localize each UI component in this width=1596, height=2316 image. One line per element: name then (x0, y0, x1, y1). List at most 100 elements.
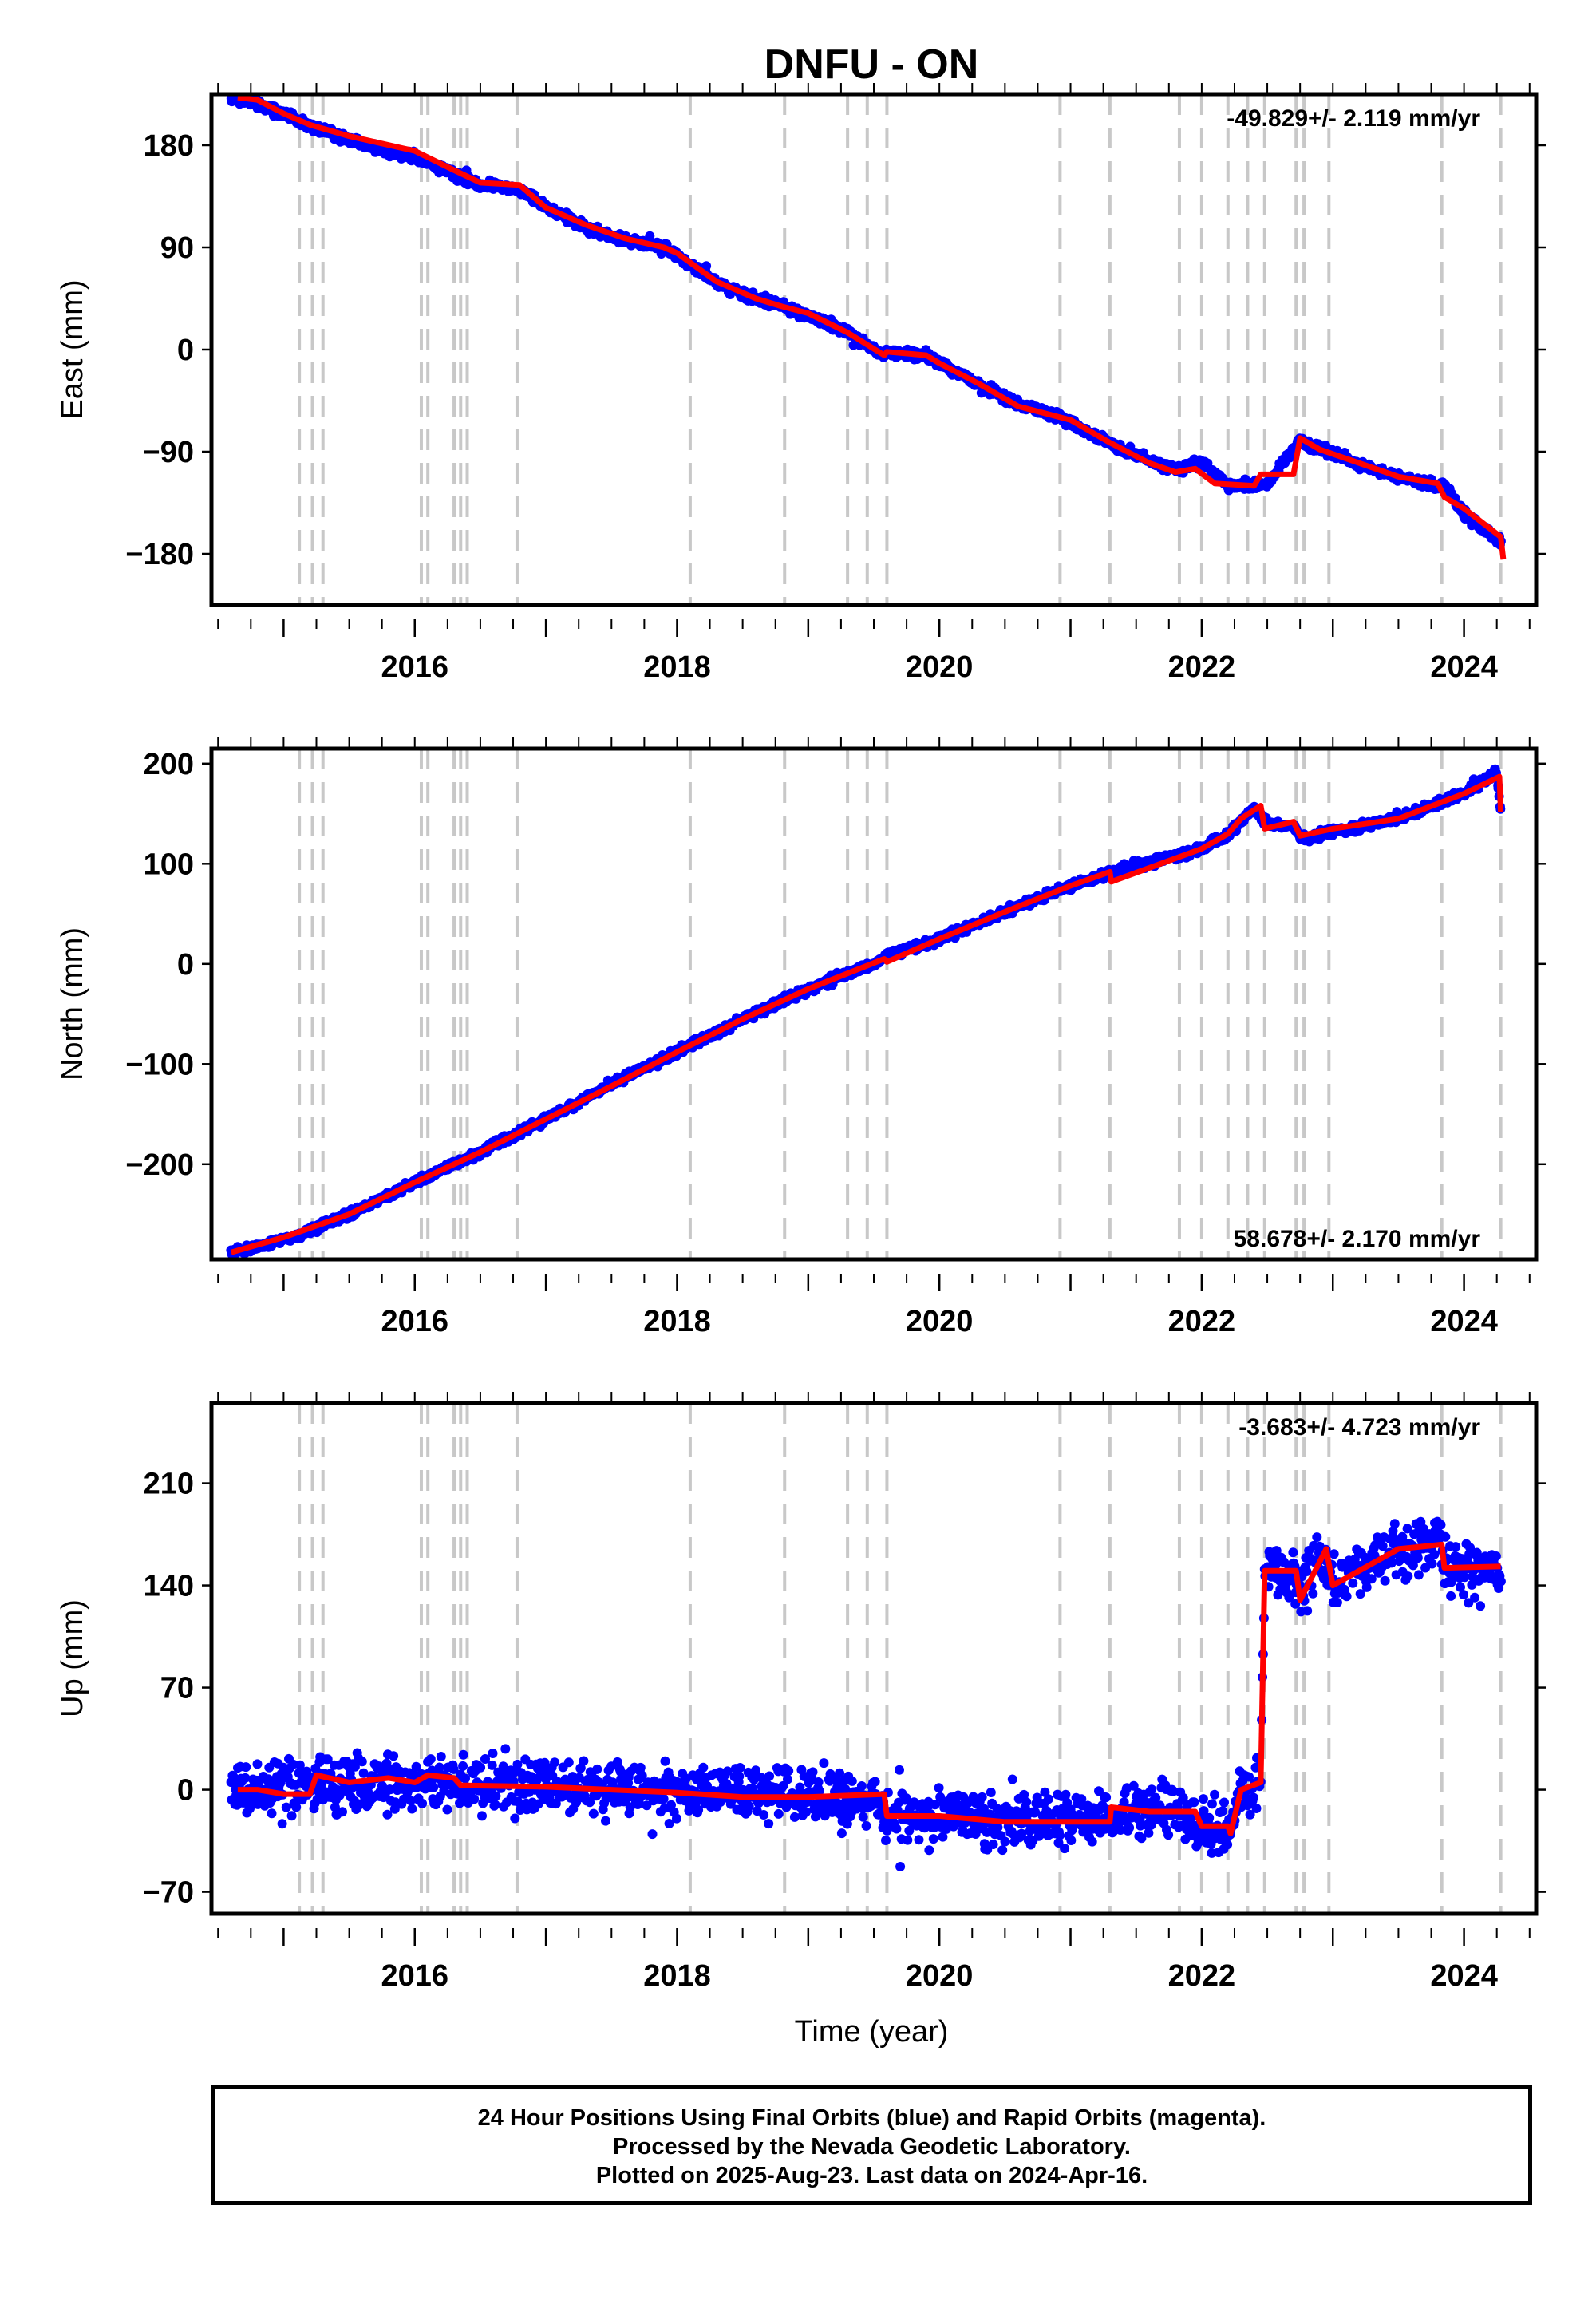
observation-point (647, 1829, 658, 1840)
observation-point (510, 1813, 520, 1824)
observation-point (1060, 1844, 1070, 1854)
observation-point (642, 1800, 652, 1811)
observation-point (1030, 1807, 1041, 1817)
observation-point (836, 1828, 847, 1839)
observation-point (938, 1832, 948, 1842)
observation-point (1146, 1820, 1156, 1830)
observation-point (813, 1777, 824, 1787)
observation-point (856, 1781, 867, 1791)
observation-point (550, 1757, 560, 1768)
y-tick-label: 0 (177, 334, 194, 367)
observation-point (512, 1759, 523, 1769)
observation-point (840, 1784, 851, 1794)
observation-point (977, 1792, 987, 1802)
observation-point (658, 1794, 669, 1804)
observation-point (722, 1766, 733, 1777)
observation-point (895, 1765, 904, 1775)
observation-point (835, 1768, 845, 1778)
observation-point (1189, 1797, 1199, 1808)
observation-point (460, 1773, 470, 1784)
observation-point (281, 1802, 291, 1812)
x-tick-label: 2016 (381, 650, 448, 684)
observation-point (417, 1798, 428, 1808)
y-tick-label: −90 (143, 436, 194, 469)
y-tick-label: −200 (125, 1148, 194, 1182)
x-tick-label: 2016 (381, 1305, 448, 1338)
observation-point (476, 1762, 486, 1773)
observation-point (914, 1835, 924, 1845)
observation-point (338, 1807, 347, 1817)
observation-point (252, 1759, 263, 1769)
x-tick-label: 2018 (643, 1305, 711, 1338)
observation-point (1168, 1786, 1179, 1796)
event-lines-east (298, 94, 1503, 605)
observation-point (881, 1836, 891, 1845)
event-lines-up (298, 1403, 1503, 1914)
observation-point (1054, 1830, 1065, 1840)
observation-point (469, 1794, 480, 1804)
observation-point (385, 1784, 395, 1795)
y-tick-label: 90 (160, 231, 194, 265)
velocity-label-east: -49.829+/- 2.119 mm/yr (1227, 105, 1480, 132)
observation-point (350, 1761, 360, 1772)
observation-point (986, 1788, 996, 1797)
observation-point (764, 1771, 775, 1781)
observation-point (477, 1811, 487, 1821)
observation-point (751, 1765, 760, 1776)
observation-point (1136, 1833, 1147, 1844)
observation-point (240, 1773, 251, 1783)
observation-point (488, 1749, 498, 1758)
observation-point (783, 1774, 792, 1784)
model-line-east (237, 94, 1507, 560)
observation-point (891, 1824, 902, 1834)
observations-up (226, 1516, 1506, 1871)
observation-point (924, 1845, 934, 1856)
observation-point (448, 1764, 459, 1774)
observation-point (784, 1765, 794, 1776)
observation-point (411, 1761, 421, 1772)
observation-point (389, 1751, 399, 1761)
observation-point (1144, 1828, 1154, 1838)
observation-point (500, 1744, 511, 1754)
observation-point (1119, 1797, 1129, 1808)
observation-point (358, 1768, 369, 1778)
observation-point (819, 1758, 829, 1769)
observation-point (1178, 1792, 1188, 1803)
y-tick-label: 200 (144, 748, 194, 781)
observation-point (635, 1762, 646, 1773)
observation-point (1101, 1792, 1112, 1803)
velocity-label-north: 58.678+/- 2.170 mm/yr (1234, 1226, 1481, 1252)
observation-point (592, 1764, 602, 1774)
y-tick-label: 100 (144, 848, 194, 881)
observation-point (801, 1807, 811, 1817)
observation-point (660, 1756, 670, 1766)
observation-point (1043, 1794, 1053, 1804)
observation-point (842, 1819, 852, 1829)
observation-point (930, 1800, 940, 1810)
x-tick-label: 2020 (906, 1305, 974, 1338)
observation-point (1094, 1786, 1104, 1796)
observation-point (579, 1756, 589, 1766)
observation-point (407, 1804, 417, 1814)
observation-point (389, 1804, 400, 1814)
observation-point (934, 1783, 944, 1793)
chart-title: DNFU - ON (764, 41, 979, 88)
observation-point (1017, 1828, 1027, 1839)
observation-point (1151, 1792, 1161, 1803)
observation-point (701, 261, 712, 271)
observation-point (601, 1816, 610, 1826)
observation-point (458, 1761, 468, 1771)
observation-point (664, 1819, 674, 1828)
observation-point (434, 1762, 444, 1773)
observation-point (330, 1802, 340, 1812)
observation-point (637, 1770, 647, 1780)
observation-point (789, 1812, 800, 1822)
observation-point (982, 1827, 992, 1837)
observation-point (480, 1754, 490, 1764)
y-tick-label: −180 (125, 538, 194, 571)
observation-point (1163, 1830, 1174, 1840)
observation-point (1021, 1797, 1032, 1807)
observation-point (1053, 1838, 1064, 1848)
observation-point (903, 1835, 913, 1845)
